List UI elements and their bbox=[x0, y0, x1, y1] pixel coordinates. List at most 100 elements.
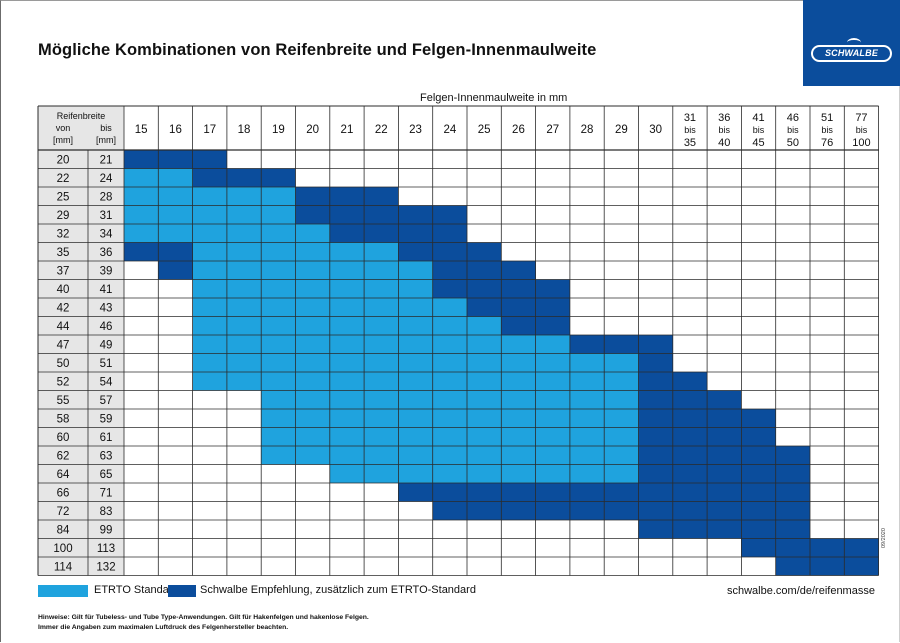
row-label-von: 44 bbox=[57, 321, 70, 333]
column-header: 21 bbox=[341, 124, 354, 136]
cell-etrto-standard bbox=[158, 205, 193, 224]
cell-etrto-standard bbox=[295, 298, 330, 317]
row-label-bis: 31 bbox=[100, 210, 113, 222]
row-label-bis: 41 bbox=[100, 284, 113, 296]
row-label-bis: 54 bbox=[100, 376, 113, 388]
cell-schwalbe-recommendation bbox=[329, 187, 365, 206]
cell-schwalbe-recommendation bbox=[707, 427, 742, 446]
cell-etrto-standard bbox=[604, 390, 639, 409]
cell-etrto-standard bbox=[535, 390, 570, 409]
cell-etrto-standard bbox=[432, 390, 467, 409]
cell-schwalbe-recommendation bbox=[775, 483, 810, 502]
cell-etrto-standard bbox=[192, 298, 227, 317]
row-label-von: 20 bbox=[57, 154, 70, 166]
cell-schwalbe-recommendation bbox=[432, 501, 467, 520]
cell-schwalbe-recommendation bbox=[192, 150, 227, 169]
cell-schwalbe-recommendation bbox=[467, 279, 502, 298]
cell-schwalbe-recommendation bbox=[467, 261, 502, 280]
cell-etrto-standard bbox=[501, 390, 536, 409]
cell-schwalbe-recommendation bbox=[432, 224, 467, 243]
column-header: 16 bbox=[169, 124, 182, 136]
column-header: 51 bbox=[821, 112, 833, 124]
cell-schwalbe-recommendation bbox=[672, 427, 708, 446]
row-label-bis: 71 bbox=[100, 487, 113, 499]
cell-schwalbe-recommendation bbox=[467, 483, 502, 502]
cell-etrto-standard bbox=[364, 335, 399, 354]
cell-etrto-standard bbox=[364, 279, 399, 298]
cell-etrto-standard bbox=[501, 353, 536, 372]
cell-schwalbe-recommendation bbox=[329, 224, 365, 243]
cell-etrto-standard bbox=[295, 427, 330, 446]
cell-etrto-standard bbox=[467, 409, 502, 428]
cell-schwalbe-recommendation bbox=[638, 483, 673, 502]
column-header: 100 bbox=[852, 137, 870, 149]
cell-etrto-standard bbox=[569, 409, 605, 428]
cell-schwalbe-recommendation bbox=[741, 427, 776, 446]
cell-etrto-standard bbox=[398, 409, 433, 428]
cell-schwalbe-recommendation bbox=[364, 187, 399, 206]
cell-schwalbe-recommendation bbox=[638, 501, 673, 520]
row-label-von: 25 bbox=[57, 191, 70, 203]
cell-etrto-standard bbox=[467, 372, 502, 391]
row-label-von: 64 bbox=[57, 469, 70, 481]
cell-etrto-standard bbox=[604, 372, 639, 391]
column-header: 30 bbox=[649, 124, 662, 136]
cell-etrto-standard bbox=[364, 353, 399, 372]
cell-etrto-standard bbox=[432, 372, 467, 391]
cell-etrto-standard bbox=[535, 353, 570, 372]
cell-schwalbe-recommendation bbox=[569, 483, 605, 502]
column-header: 45 bbox=[752, 137, 764, 149]
cell-etrto-standard bbox=[398, 464, 433, 483]
row-label-von: 114 bbox=[54, 561, 73, 573]
row-label-bis: 43 bbox=[100, 302, 113, 314]
column-header: 36 bbox=[718, 112, 730, 124]
cell-schwalbe-recommendation bbox=[741, 483, 776, 502]
cell-schwalbe-recommendation bbox=[535, 483, 570, 502]
cell-etrto-standard bbox=[192, 316, 227, 335]
cell-etrto-standard bbox=[501, 335, 536, 354]
row-label-bis: 49 bbox=[100, 339, 113, 351]
cell-schwalbe-recommendation bbox=[741, 446, 776, 465]
row-label-von: 52 bbox=[57, 376, 70, 388]
corner-header-unit: [mm] bbox=[53, 135, 73, 145]
cell-etrto-standard bbox=[329, 409, 365, 428]
cell-etrto-standard bbox=[329, 298, 365, 317]
cell-schwalbe-recommendation bbox=[467, 298, 502, 317]
cell-etrto-standard bbox=[432, 427, 467, 446]
cell-etrto-standard bbox=[329, 464, 365, 483]
cell-etrto-standard bbox=[261, 390, 296, 409]
cell-etrto-standard bbox=[329, 335, 365, 354]
cell-etrto-standard bbox=[604, 427, 639, 446]
cell-etrto-standard bbox=[501, 409, 536, 428]
website-link[interactable]: schwalbe.com/de/reifenmasse bbox=[727, 585, 875, 597]
cell-etrto-standard bbox=[124, 224, 159, 243]
row-label-bis: 59 bbox=[100, 413, 113, 425]
cell-schwalbe-recommendation bbox=[638, 409, 673, 428]
cell-etrto-standard bbox=[295, 353, 330, 372]
column-header: 20 bbox=[306, 124, 319, 136]
row-label-von: 84 bbox=[57, 524, 70, 536]
row-label-von: 50 bbox=[57, 358, 70, 370]
axis-caption: Felgen-Innenmaulweite in mm bbox=[420, 92, 568, 104]
column-header: 23 bbox=[409, 124, 422, 136]
cell-schwalbe-recommendation bbox=[672, 501, 708, 520]
cell-etrto-standard bbox=[226, 279, 262, 298]
column-header: 27 bbox=[546, 124, 559, 136]
cell-etrto-standard bbox=[329, 279, 365, 298]
cell-etrto-standard bbox=[329, 390, 365, 409]
column-header: 35 bbox=[684, 137, 696, 149]
cell-etrto-standard bbox=[295, 316, 330, 335]
cell-etrto-standard bbox=[467, 335, 502, 354]
cell-etrto-standard bbox=[329, 446, 365, 465]
cell-etrto-standard bbox=[364, 261, 399, 280]
cell-etrto-standard bbox=[192, 372, 227, 391]
cell-schwalbe-recommendation bbox=[844, 557, 879, 576]
legend-swatch-etrto bbox=[38, 585, 88, 597]
cell-etrto-standard bbox=[364, 446, 399, 465]
cell-schwalbe-recommendation bbox=[775, 446, 810, 465]
column-header: 24 bbox=[443, 124, 456, 136]
cell-etrto-standard bbox=[467, 427, 502, 446]
cell-etrto-standard bbox=[364, 298, 399, 317]
cell-schwalbe-recommendation bbox=[535, 279, 570, 298]
row-label-bis: 24 bbox=[100, 173, 113, 185]
